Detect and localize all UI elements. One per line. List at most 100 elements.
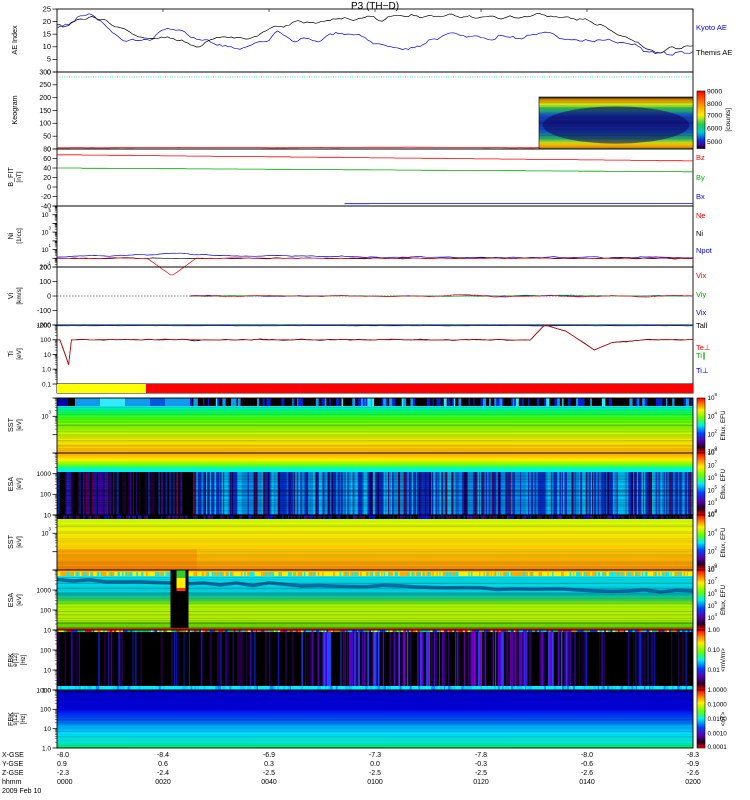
svg-text:-2.4: -2.4 <box>157 770 169 777</box>
svg-text:[1/cc]: [1/cc] <box>16 228 23 244</box>
svg-text:-8.4: -8.4 <box>157 752 169 759</box>
svg-text:-0.9: -0.9 <box>687 761 699 768</box>
svg-text:7000: 7000 <box>707 113 722 120</box>
svg-text:0.1: 0.1 <box>42 381 51 388</box>
svg-text:100: 100 <box>40 492 51 499</box>
svg-text:25: 25 <box>43 4 51 13</box>
svg-text:Vi: Vi <box>6 292 15 299</box>
svg-text:Bz: Bz <box>696 153 705 162</box>
svg-text:2009 Feb 10: 2009 Feb 10 <box>2 788 41 795</box>
svg-text:200: 200 <box>39 264 51 271</box>
svg-text:ESA: ESA <box>6 477 15 492</box>
svg-text:0.6: 0.6 <box>158 761 168 768</box>
svg-text:0140: 0140 <box>579 779 595 786</box>
svg-text:Ni: Ni <box>696 229 703 238</box>
svg-text:0.01: 0.01 <box>708 667 721 674</box>
svg-text:1000: 1000 <box>37 587 52 594</box>
svg-text:<nT>: <nT> <box>720 711 727 726</box>
svg-text:-7.8: -7.8 <box>475 752 487 759</box>
svg-text:Tall: Tall <box>696 321 708 330</box>
svg-text:1.0: 1.0 <box>42 745 51 752</box>
svg-text:0.10: 0.10 <box>708 647 721 654</box>
svg-text:1.00: 1.00 <box>708 627 721 634</box>
svg-text:Z-GSE: Z-GSE <box>2 770 24 777</box>
svg-text:1000: 1000 <box>37 471 52 478</box>
svg-text:-8.0: -8.0 <box>581 752 593 759</box>
svg-text:Kyoto AE: Kyoto AE <box>696 23 727 32</box>
svg-text:10: 10 <box>44 627 52 634</box>
svg-text:0.9: 0.9 <box>57 761 67 768</box>
svg-text:0.1000: 0.1000 <box>708 702 728 709</box>
svg-text:Ne: Ne <box>696 211 706 220</box>
svg-text:80: 80 <box>43 146 51 153</box>
svg-text:0: 0 <box>47 293 51 300</box>
svg-text:SST: SST <box>6 534 15 549</box>
svg-text:[Hz]: [Hz] <box>21 654 27 665</box>
svg-text:[nT]: [nT] <box>16 171 23 182</box>
svg-text:-20: -20 <box>41 194 51 201</box>
svg-text:-2.5: -2.5 <box>263 770 275 777</box>
svg-text:20: 20 <box>43 175 51 182</box>
svg-text:-7.3: -7.3 <box>369 752 381 759</box>
svg-text:100: 100 <box>40 707 51 714</box>
svg-text:-8.3: -8.3 <box>687 752 699 759</box>
svg-text:ESA: ESA <box>6 593 15 608</box>
svg-text:10: 10 <box>44 726 52 733</box>
svg-text:1000: 1000 <box>37 687 52 694</box>
svg-text:Npot: Npot <box>696 246 713 255</box>
svg-text:0020: 0020 <box>155 779 171 786</box>
svg-text:[eV]: [eV] <box>16 478 23 490</box>
svg-text:By: By <box>696 173 705 182</box>
svg-text:[counts]: [counts] <box>725 108 732 132</box>
svg-text:0120: 0120 <box>473 779 489 786</box>
svg-text:<mV/m>: <mV/m> <box>720 648 727 672</box>
svg-text:0.0: 0.0 <box>370 761 380 768</box>
svg-text:15: 15 <box>43 30 51 39</box>
svg-text:Eflux, EFU: Eflux, EFU <box>720 410 727 441</box>
svg-text:0.3: 0.3 <box>264 761 274 768</box>
svg-text:50: 50 <box>43 134 51 141</box>
svg-text:20: 20 <box>43 17 51 26</box>
svg-text:-0.3: -0.3 <box>475 761 487 768</box>
svg-text:AE Index: AE Index <box>10 25 19 55</box>
svg-text:10: 10 <box>44 512 52 519</box>
svg-text:[eV]: [eV] <box>16 594 23 606</box>
svg-text:X-GSE: X-GSE <box>2 752 24 759</box>
svg-text:Ti∥: Ti∥ <box>696 351 706 360</box>
svg-text:1000: 1000 <box>37 322 52 329</box>
svg-text:5: 5 <box>47 55 51 64</box>
svg-text:300: 300 <box>39 69 51 76</box>
svg-text:0.0001: 0.0001 <box>708 744 728 751</box>
svg-text:Keogram: Keogram <box>10 95 19 124</box>
svg-text:-6.9: -6.9 <box>263 752 275 759</box>
svg-text:60: 60 <box>43 156 51 163</box>
svg-text:Eflux, EFU: Eflux, EFU <box>720 527 727 558</box>
svg-text:250: 250 <box>39 82 51 89</box>
svg-text:0: 0 <box>47 184 51 191</box>
svg-text:-2.5: -2.5 <box>369 770 381 777</box>
svg-text:Themis AE: Themis AE <box>696 48 732 57</box>
svg-text:10: 10 <box>43 42 51 51</box>
svg-text:100: 100 <box>40 337 51 344</box>
svg-text:-100: -100 <box>37 308 51 315</box>
svg-text:-2.5: -2.5 <box>475 770 487 777</box>
svg-text:[eV]: [eV] <box>16 348 23 360</box>
svg-text:40: 40 <box>43 165 51 172</box>
svg-text:s[12]: s[12] <box>13 712 19 725</box>
svg-text:B_FIT: B_FIT <box>6 167 15 187</box>
svg-text:10: 10 <box>44 667 52 674</box>
svg-text:Y-GSE: Y-GSE <box>2 761 23 768</box>
svg-text:1.0000: 1.0000 <box>708 687 728 694</box>
svg-text:-8.0: -8.0 <box>57 752 69 759</box>
svg-text:Vix: Vix <box>696 271 707 280</box>
svg-text:[eV]: [eV] <box>16 536 23 548</box>
svg-text:100: 100 <box>40 647 51 654</box>
svg-text:Eflux, EFU: Eflux, EFU <box>720 585 727 616</box>
svg-text:SST: SST <box>6 417 15 432</box>
svg-text:200: 200 <box>39 95 51 102</box>
svg-text:Viy: Viy <box>696 290 707 299</box>
svg-text:Vix: Vix <box>696 308 707 317</box>
svg-text:[km/s]: [km/s] <box>16 287 23 305</box>
svg-text:100: 100 <box>39 121 51 128</box>
svg-text:-2.6: -2.6 <box>687 770 699 777</box>
